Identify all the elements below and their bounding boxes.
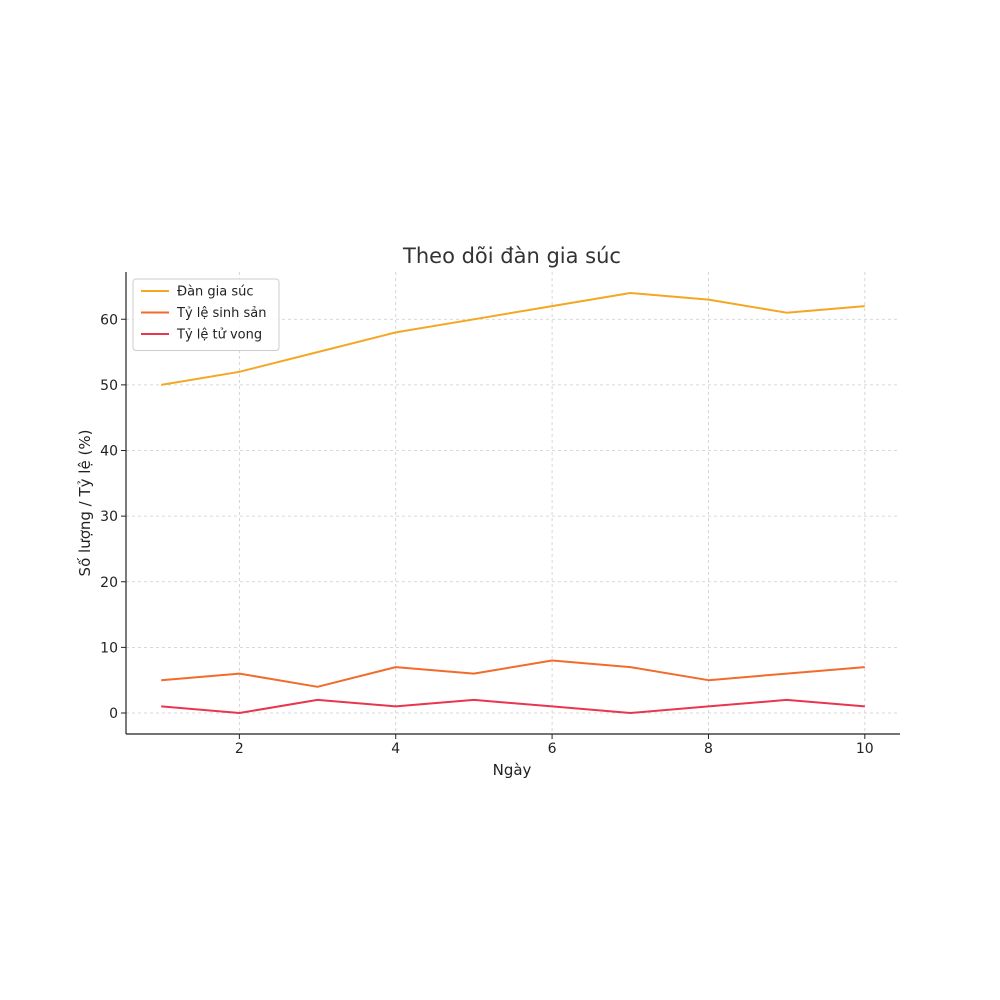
axes: 2 4 6 8 10 0 10 20 30 40 50 60: [100, 272, 900, 757]
legend-label: Đàn gia súc: [177, 285, 254, 300]
x-tick-label: 2: [235, 741, 244, 757]
legend-label: Tỷ lệ sinh sản: [176, 306, 266, 321]
legend: Đàn gia súc Tỷ lệ sinh sản Tỷ lệ tử vong: [132, 278, 280, 351]
y-tick-label: 20: [100, 575, 118, 591]
grid: [126, 272, 900, 734]
x-tick-label: 10: [856, 741, 874, 757]
x-tick-label: 4: [391, 741, 400, 757]
y-tick-label: 30: [100, 509, 118, 525]
x-tick-label: 6: [548, 741, 557, 757]
y-tick-label: 50: [100, 378, 118, 394]
x-axis-label: Ngày: [493, 761, 532, 779]
y-tick-label: 0: [109, 706, 118, 722]
legend-label: Tỷ lệ tử vong: [176, 328, 262, 343]
series-line: [161, 698, 865, 714]
series-line: [161, 659, 865, 688]
chart-title: Theo dõi đàn gia súc: [402, 244, 621, 268]
y-tick-label: 60: [100, 312, 118, 328]
y-axis-label: Số lượng / Tỷ lệ (%): [76, 430, 94, 577]
legend-box: [132, 278, 280, 351]
y-tick-label: 40: [100, 444, 118, 460]
x-tick-label: 8: [704, 741, 713, 757]
series-line: [161, 292, 865, 386]
y-tick-label: 10: [100, 640, 118, 656]
series-lines: [161, 292, 865, 714]
